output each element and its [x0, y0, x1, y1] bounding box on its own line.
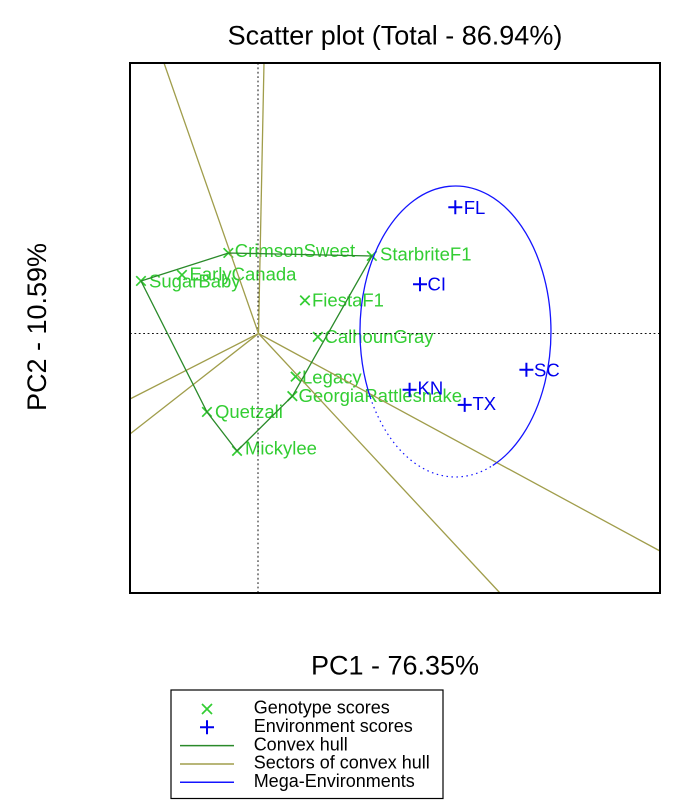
- svg-text:PC1 - 76.35%: PC1 - 76.35%: [311, 651, 479, 681]
- svg-text:FL: FL: [464, 197, 486, 218]
- svg-text:KN: KN: [418, 378, 444, 399]
- svg-text:Scatter plot (Total - 86.94%): Scatter plot (Total - 86.94%): [228, 20, 563, 50]
- svg-text:GeorgiaRattlesnake: GeorgiaRattlesnake: [299, 385, 463, 406]
- svg-text:StarbriteF1: StarbriteF1: [380, 244, 472, 265]
- svg-text:Genotype scores: Genotype scores: [254, 698, 390, 718]
- svg-text:Sectors of convex hull: Sectors of convex hull: [254, 753, 430, 773]
- svg-text:SC: SC: [534, 360, 560, 381]
- svg-text:PC2 - 10.59%: PC2 - 10.59%: [22, 243, 52, 411]
- svg-text:Convex hull: Convex hull: [254, 734, 348, 754]
- svg-text:Quetzali: Quetzali: [215, 401, 283, 422]
- svg-text:FiestaF1: FiestaF1: [312, 290, 384, 311]
- svg-text:CI: CI: [428, 274, 447, 295]
- svg-text:Mickylee: Mickylee: [245, 438, 317, 459]
- svg-text:CalhounGray: CalhounGray: [325, 326, 435, 347]
- svg-text:EarlyCanada: EarlyCanada: [190, 264, 298, 285]
- svg-text:Mega-Environments: Mega-Environments: [254, 771, 415, 791]
- svg-text:TX: TX: [473, 393, 497, 414]
- svg-text:CrimsonSweet: CrimsonSweet: [235, 240, 355, 261]
- svg-text:Environment scores: Environment scores: [254, 716, 413, 736]
- svg-text:SugarBaby: SugarBaby: [149, 271, 241, 292]
